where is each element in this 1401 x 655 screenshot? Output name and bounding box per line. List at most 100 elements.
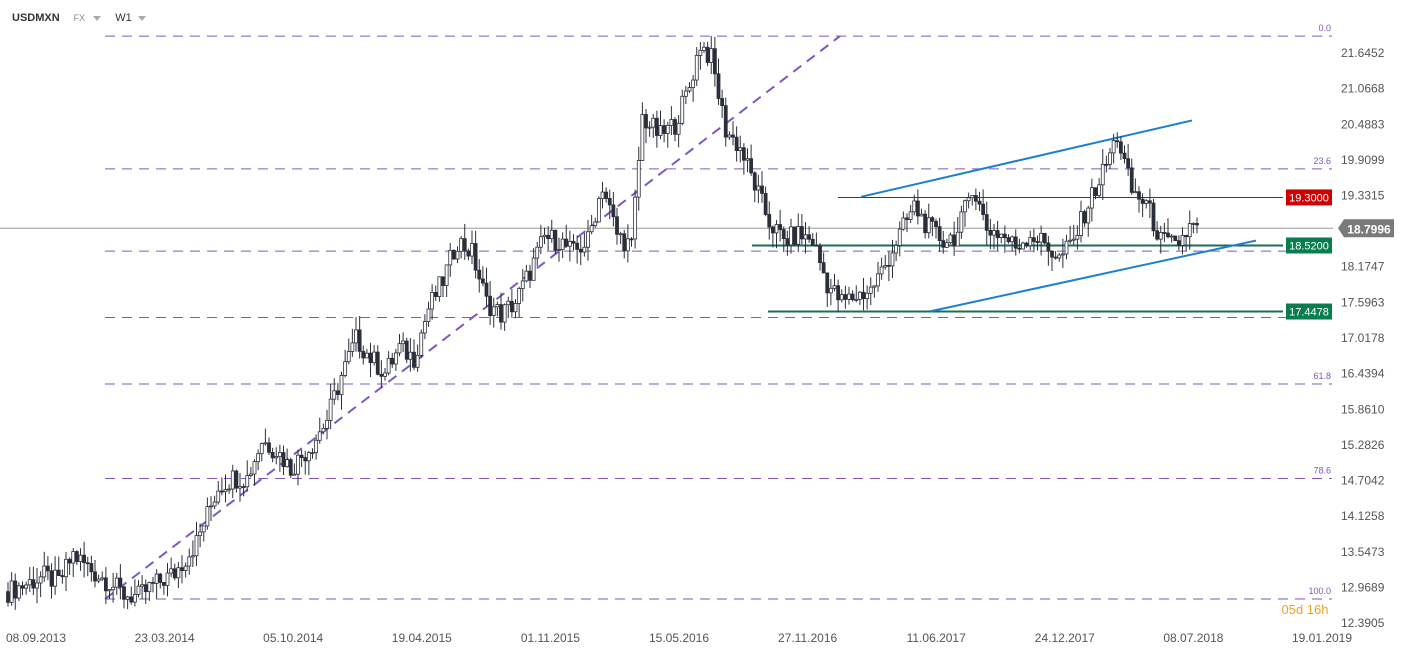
- candle-body: [629, 238, 634, 241]
- candle-body: [13, 580, 18, 599]
- candle-body: [894, 245, 899, 254]
- candle-body: [480, 278, 485, 284]
- candle-body: [325, 419, 329, 429]
- candle-body: [401, 340, 406, 345]
- candle-body: [992, 230, 996, 236]
- candle-body: [560, 238, 565, 250]
- candle-body: [477, 269, 482, 280]
- candle-body: [734, 136, 739, 151]
- candle-body: [317, 431, 322, 441]
- candle-body: [125, 596, 130, 600]
- candle-body: [705, 46, 710, 63]
- candle-body: [879, 266, 884, 275]
- candle-body: [1111, 140, 1116, 154]
- candle-body: [890, 252, 895, 267]
- candle-body: [143, 584, 148, 593]
- candle-body: [1064, 240, 1069, 255]
- candle-body: [1173, 235, 1178, 242]
- current-price-tag: 18.7996: [1347, 222, 1391, 236]
- candle-body: [1013, 236, 1018, 249]
- candle-body: [843, 294, 848, 300]
- candle-body: [792, 226, 797, 245]
- fib-level-label: 100.0: [1308, 586, 1331, 596]
- x-tick-label: 19.04.2015: [392, 631, 452, 645]
- candle-body: [578, 248, 583, 253]
- candle-body: [615, 216, 619, 235]
- candle-body: [1035, 241, 1040, 243]
- candle-body: [459, 238, 464, 252]
- candle-body: [774, 224, 779, 234]
- candle-body: [430, 291, 435, 310]
- channel-lower-line: [929, 239, 1257, 313]
- x-tick-label: 24.12.2017: [1035, 631, 1095, 645]
- candle-body: [854, 298, 859, 301]
- candle-body: [923, 213, 928, 234]
- x-tick-label: 15.05.2016: [649, 631, 709, 645]
- candle-body: [201, 525, 206, 533]
- symbol-dropdown-icon[interactable]: [93, 15, 102, 21]
- candle-body: [1169, 235, 1174, 238]
- fib-level-label: 78.6: [1313, 466, 1331, 476]
- timeframe-dropdown-icon[interactable]: [137, 15, 146, 21]
- candle-body: [984, 214, 989, 231]
- candle-body: [332, 390, 337, 400]
- candle-body: [158, 573, 163, 583]
- candle-body: [691, 79, 696, 88]
- candle-body: [183, 565, 188, 571]
- candle-body: [31, 579, 36, 589]
- x-tick-label: 05.10.2014: [263, 631, 323, 645]
- candle-body: [988, 229, 993, 236]
- candle-body: [1042, 232, 1047, 244]
- candle-body: [187, 556, 192, 567]
- candle-body: [292, 473, 297, 476]
- candle-body: [161, 581, 166, 586]
- fib-level-label: 23.6: [1313, 156, 1331, 166]
- y-tick-label: 19.3315: [1341, 189, 1385, 203]
- candle-body: [194, 535, 199, 557]
- candle-body: [738, 147, 743, 151]
- candle-body: [393, 352, 398, 365]
- candle-body: [470, 243, 474, 257]
- candle-body: [227, 488, 232, 491]
- candle-body: [96, 578, 101, 582]
- candle-body: [970, 195, 975, 199]
- candle-body: [263, 442, 268, 445]
- candle-body: [1133, 191, 1138, 194]
- candle-body: [567, 240, 572, 247]
- candle-body: [1024, 242, 1029, 247]
- candle-body: [64, 558, 68, 578]
- candle-body: [56, 569, 61, 576]
- candle-body: [876, 273, 880, 287]
- candle-body: [654, 117, 659, 136]
- candle-body: [335, 390, 340, 395]
- candle-body: [147, 582, 152, 593]
- candle-body: [1126, 158, 1131, 169]
- candle-body: [966, 197, 971, 202]
- y-tick-label: 14.7042: [1341, 473, 1385, 487]
- candle-body: [216, 490, 221, 503]
- candle-body: [383, 372, 387, 377]
- timeframe-label[interactable]: W1: [115, 12, 132, 24]
- symbol-label[interactable]: USDMXN: [12, 12, 60, 24]
- candle-body: [1129, 167, 1134, 193]
- candle-body: [857, 291, 862, 300]
- support-price-label-bg: [1286, 237, 1332, 254]
- chart-header: USDMXN FX W1: [12, 12, 160, 24]
- candle-body: [564, 238, 569, 247]
- candle-body: [799, 226, 804, 240]
- x-tick-label: 19.01.2019: [1292, 631, 1352, 645]
- candle-body: [118, 577, 123, 588]
- candle-body: [285, 459, 290, 468]
- candle-body: [20, 585, 25, 589]
- candle-body: [785, 238, 790, 246]
- candle-body: [716, 73, 721, 99]
- candle-body: [930, 217, 935, 222]
- x-tick-label: 08.07.2018: [1163, 631, 1223, 645]
- candle-body: [919, 213, 924, 217]
- candle-countdown: 05d 16h: [1282, 602, 1329, 617]
- candle-body: [836, 285, 841, 301]
- candle-body: [1057, 254, 1062, 259]
- candle-body: [665, 124, 670, 134]
- candle-body: [1071, 238, 1076, 241]
